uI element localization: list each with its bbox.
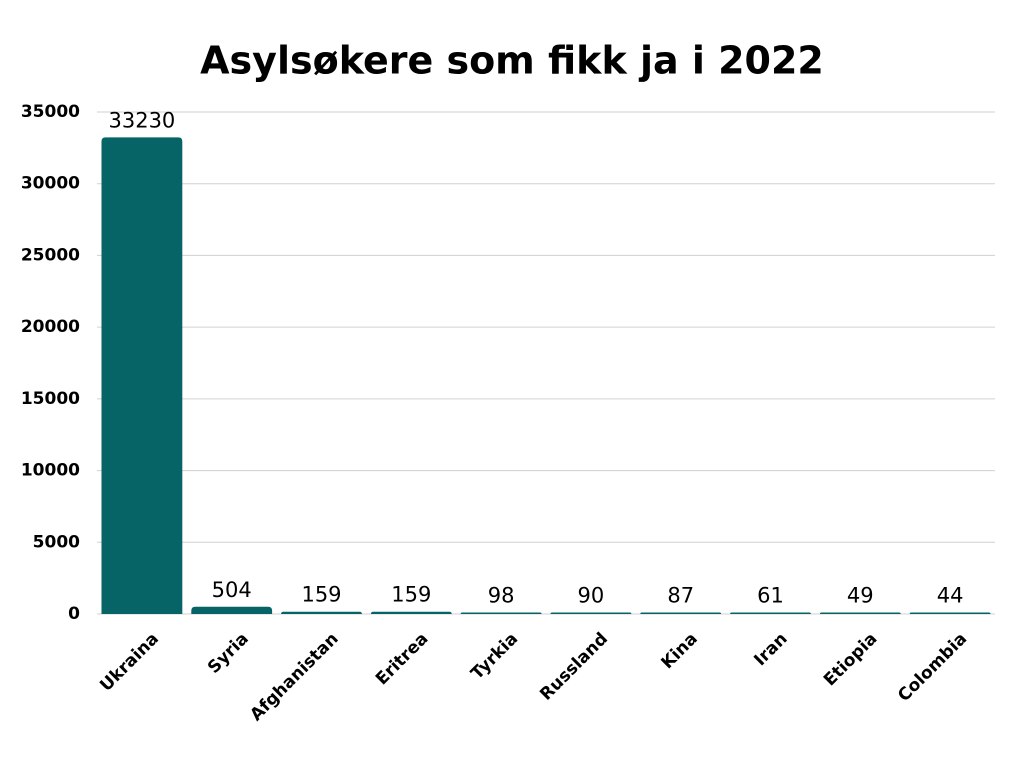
bar (370, 611, 452, 614)
x-tick-label: Etiopia (820, 629, 881, 690)
bar (460, 612, 542, 614)
bar (640, 612, 722, 614)
value-label: 44 (937, 584, 964, 608)
x-tick-label: Eritrea (372, 629, 432, 689)
y-tick-label: 15000 (21, 389, 80, 409)
value-label: 504 (212, 578, 252, 602)
x-tick-label: Iran (750, 629, 791, 670)
y-tick-label: 30000 (21, 174, 80, 194)
value-label: 49 (847, 584, 874, 608)
x-tick-label: Russland (536, 629, 612, 705)
x-tick-label: Tyrkia (467, 629, 522, 684)
y-tick-label: 5000 (33, 532, 80, 552)
y-tick-label: 20000 (21, 317, 80, 337)
bar (730, 612, 811, 614)
x-tick-label: Afghanistan (246, 629, 342, 725)
value-label: 90 (578, 584, 605, 608)
bar (819, 612, 901, 614)
y-tick-label: 0 (68, 604, 80, 624)
value-label: 159 (301, 583, 341, 607)
x-tick-label: Ukraina (96, 629, 163, 696)
value-label: 87 (667, 584, 694, 608)
y-tick-label: 25000 (21, 245, 80, 265)
value-label: 33230 (108, 108, 175, 132)
bar (909, 612, 991, 614)
x-tick-label: Kina (658, 629, 702, 673)
y-tick-label: 35000 (21, 102, 80, 122)
bar (191, 606, 273, 614)
bar (101, 137, 183, 615)
y-tick-label: 10000 (21, 461, 80, 481)
x-tick-label: Syria (204, 629, 253, 678)
value-label: 98 (488, 584, 515, 608)
bar (550, 612, 632, 614)
value-label: 61 (757, 584, 784, 608)
chart-title: Asylsøkere som fikk ja i 2022 (200, 39, 824, 83)
value-label: 159 (391, 583, 431, 607)
bar (281, 611, 362, 614)
x-tick-label: Colombia (894, 629, 971, 706)
